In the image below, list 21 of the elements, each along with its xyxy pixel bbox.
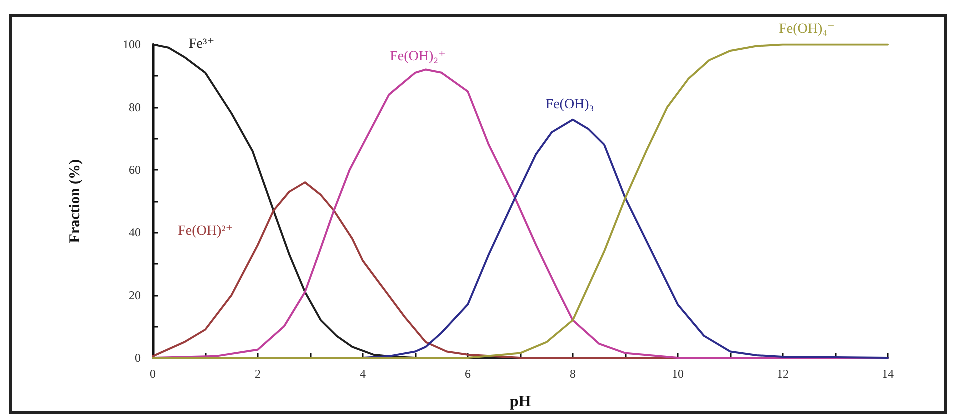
- x-tick-label: 12: [777, 367, 789, 381]
- x-tick-label: 2: [255, 367, 261, 381]
- y-axis-title: Fraction (%): [68, 159, 84, 244]
- x-axis-title: pH: [510, 394, 532, 410]
- x-tick-label: 6: [465, 367, 471, 381]
- y-tick-label: 100: [123, 38, 141, 52]
- series-label: Fe(OH)₄⁻: [779, 22, 835, 38]
- y-tick-label: 20: [129, 288, 141, 302]
- y-tick-label: 60: [129, 163, 141, 178]
- series-label: Fe(OH)₂⁺: [390, 49, 446, 64]
- x-tick-label: 8: [570, 367, 576, 381]
- x-tick-label: 10: [672, 367, 684, 381]
- y-tick-label: 80: [129, 100, 141, 114]
- series-label: Fe(OH)²⁺: [178, 224, 234, 240]
- y-tick-label: 40: [129, 226, 141, 240]
- x-tick-label: 0: [150, 367, 156, 381]
- x-tick-label: 4: [360, 367, 366, 381]
- x-tick-label: 14: [882, 367, 894, 381]
- series-label: Fe(OH)₃: [546, 97, 594, 112]
- y-tick-label: 0: [135, 351, 141, 365]
- series-label: Fe³⁺: [189, 37, 215, 52]
